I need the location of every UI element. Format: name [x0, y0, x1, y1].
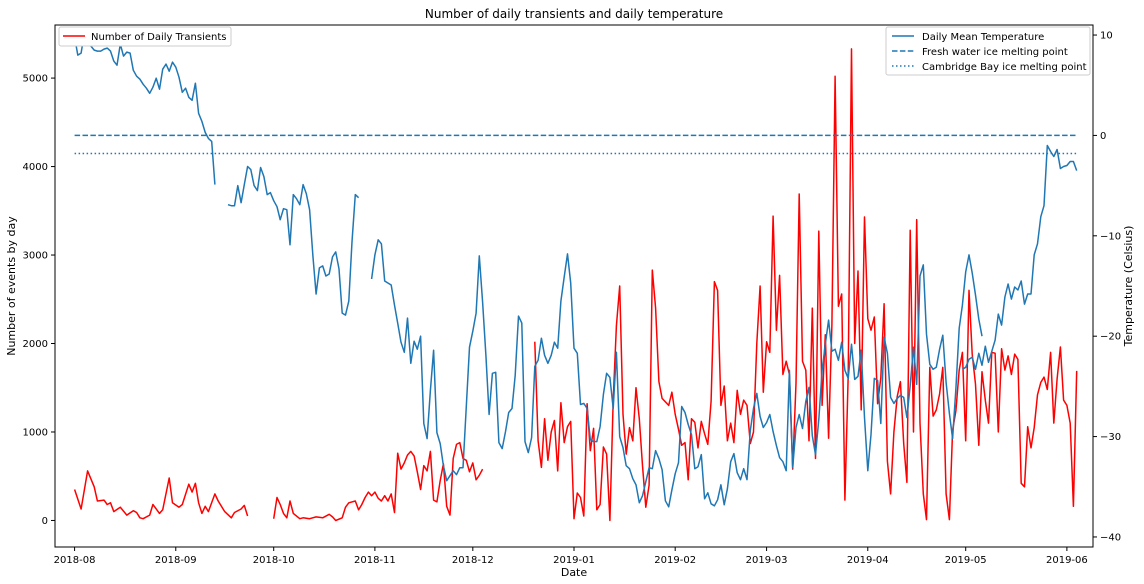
legend-right: Daily Mean Temperature Fresh water ice m… [885, 26, 1091, 76]
x-axis-label: Date [561, 566, 588, 579]
x-tick-label-4: 2018-12 [452, 555, 494, 566]
y-left-tick-label-2: 2000 [23, 339, 48, 350]
y-left-tick-label-0: 0 [42, 516, 48, 527]
x-axis-ticks: 2018-08 2018-09 2018-10 2018-11 2018-12 2019-… [54, 547, 1088, 566]
y-axis-right-ticks: −40 −30 −20 −10 0 10 [1093, 31, 1121, 543]
legend-right-box [885, 26, 1091, 76]
y-right-tick-label-3: −10 [1100, 231, 1121, 242]
legend-left: Number of Daily Transients [58, 26, 232, 47]
legend-label-cambridge-bay: Cambridge Bay ice melting point [922, 62, 1087, 73]
x-tick-label-1: 2018-09 [155, 555, 197, 566]
y-left-tick-label-1: 1000 [23, 427, 48, 438]
y-axis-right-label: Temperature (Celsius) [1122, 226, 1135, 348]
y-right-tick-label-4: 0 [1100, 131, 1106, 142]
y-left-tick-label-3: 3000 [23, 251, 48, 262]
series-line-2 [962, 144, 1078, 371]
y-right-tick-label-5: 10 [1100, 31, 1113, 42]
legend-label-temperature: Daily Mean Temperature [922, 32, 1044, 43]
series-line-1 [73, 32, 983, 508]
legend-label-transients: Number of Daily Transients [91, 32, 226, 43]
chart-title: Number of daily transients and daily tem… [425, 7, 723, 21]
y-right-tick-label-1: −30 [1100, 432, 1121, 443]
y-left-tick-label-4: 4000 [23, 162, 48, 173]
plot-lines [73, 32, 1078, 522]
y-axis-left-ticks: 0 1000 2000 3000 4000 5000 [23, 74, 55, 527]
x-tick-label-7: 2019-03 [746, 555, 788, 566]
y-left-tick-label-5: 5000 [23, 74, 48, 85]
x-tick-label-10: 2019-06 [1046, 555, 1088, 566]
y-right-tick-label-2: −20 [1100, 332, 1121, 343]
x-tick-label-0: 2018-08 [54, 555, 96, 566]
x-tick-label-8: 2019-04 [847, 555, 889, 566]
x-tick-label-9: 2019-05 [945, 555, 987, 566]
x-tick-label-2: 2018-10 [253, 555, 295, 566]
series-line-0 [73, 48, 1078, 522]
x-tick-label-3: 2018-11 [354, 555, 396, 566]
x-tick-label-5: 2019-01 [553, 555, 595, 566]
legend-left-box [58, 26, 232, 47]
x-tick-label-6: 2019-02 [654, 555, 696, 566]
y-axis-left-label: Number of events by day [5, 216, 18, 356]
y-right-tick-label-0: −40 [1100, 532, 1121, 543]
legend-label-fresh-water: Fresh water ice melting point [922, 47, 1068, 58]
